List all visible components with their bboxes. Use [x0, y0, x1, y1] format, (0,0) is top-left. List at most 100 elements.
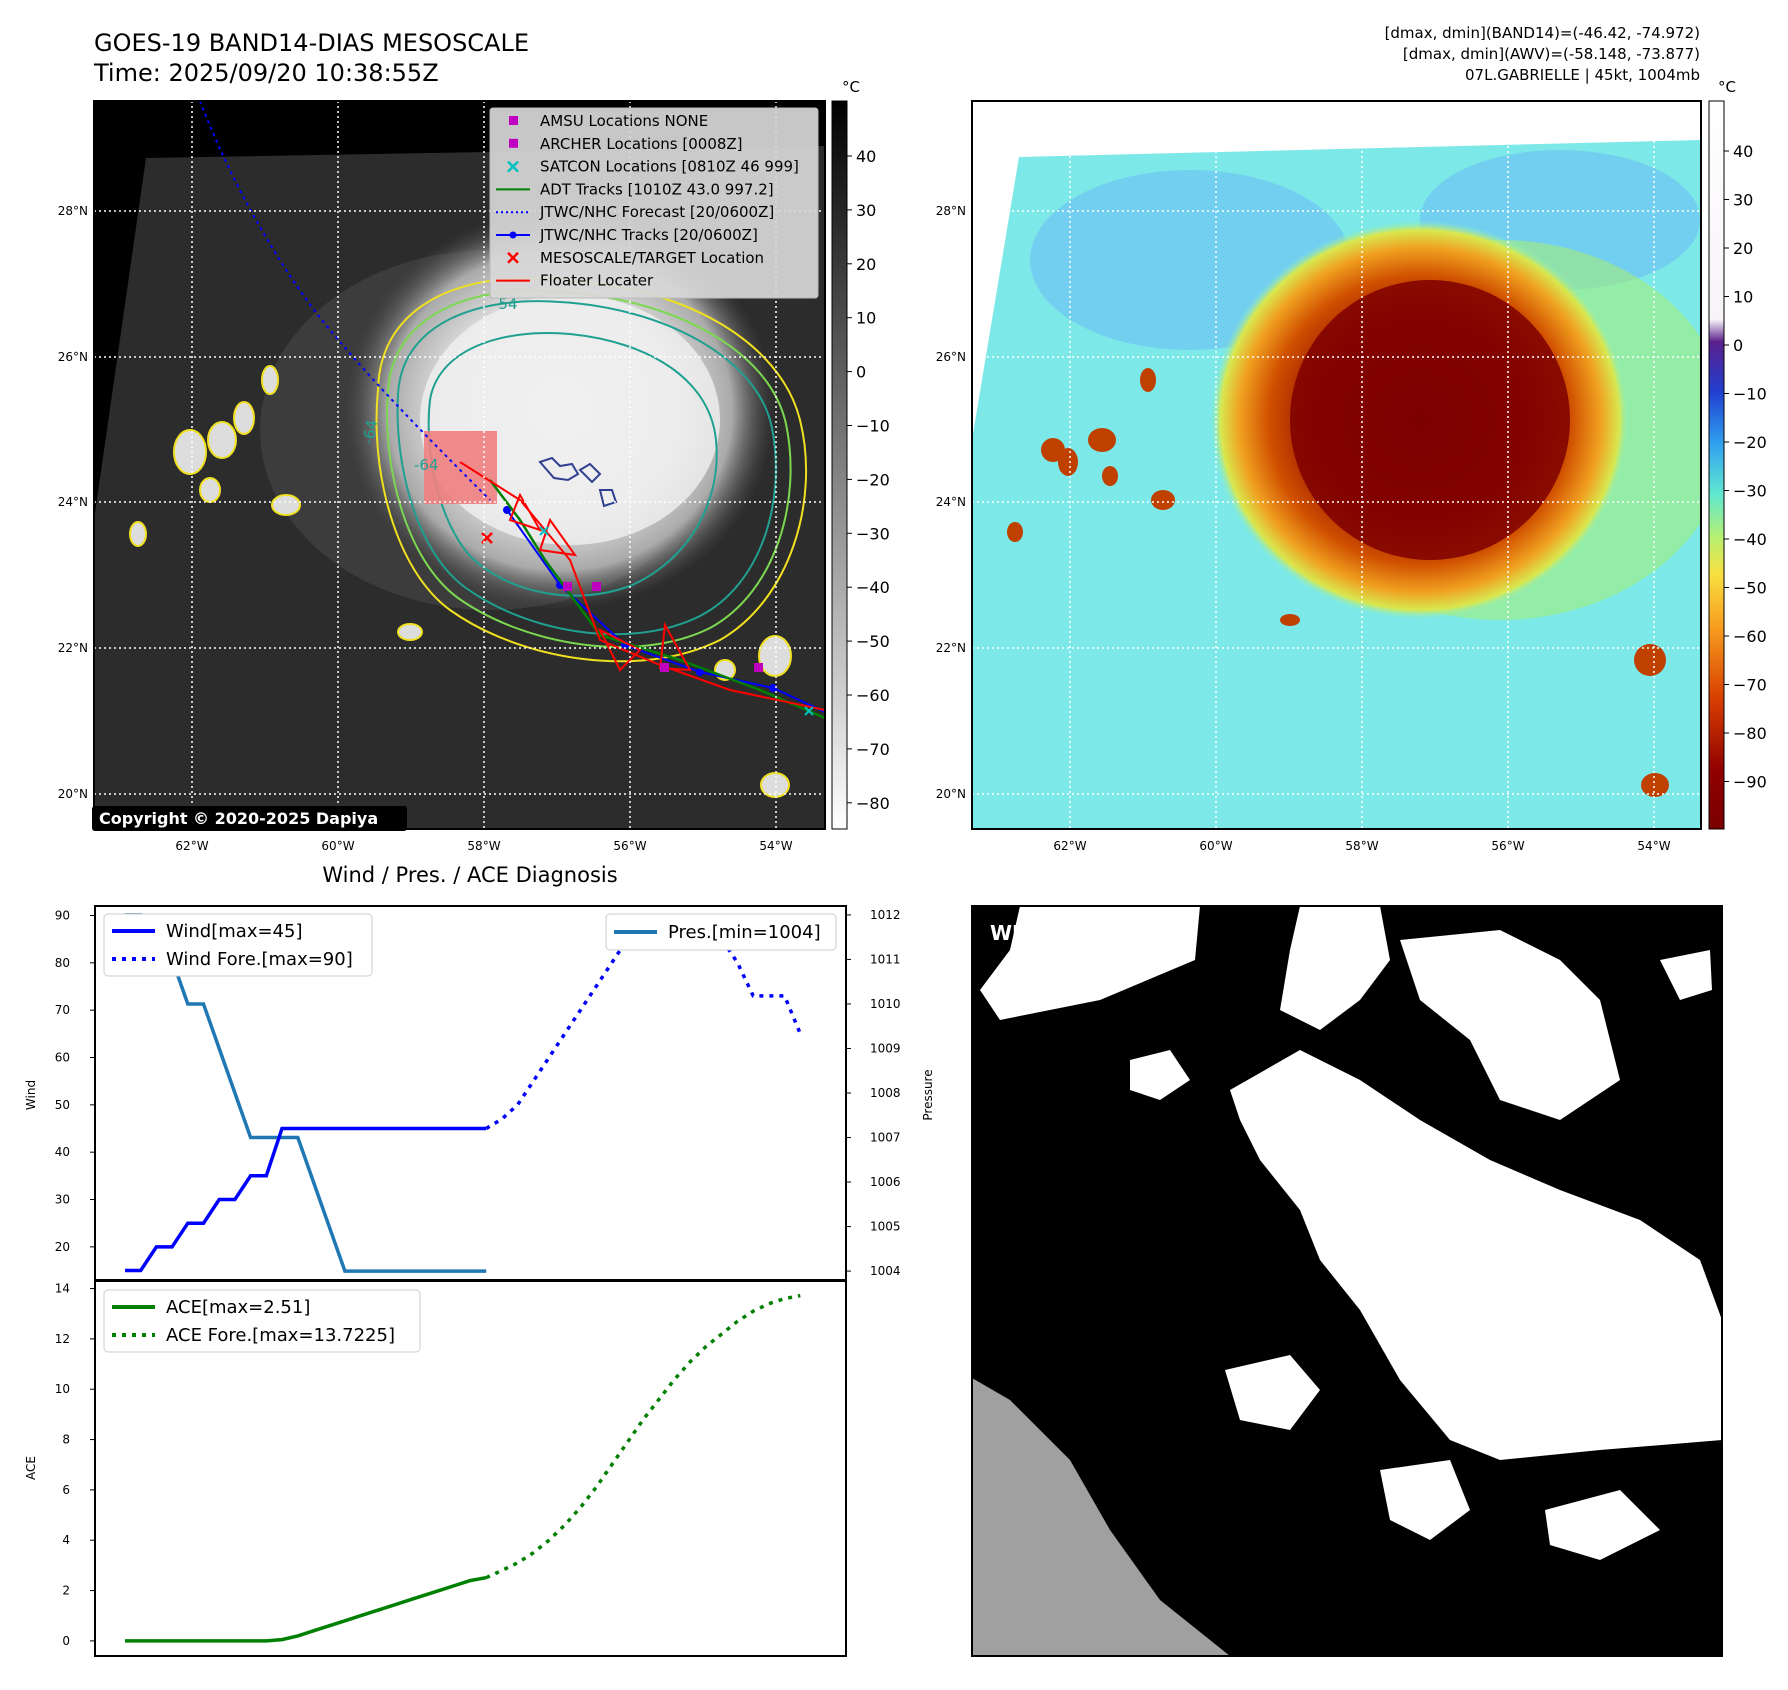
- wind-tick: 40: [55, 1145, 70, 1159]
- colorbar-tick: −70: [1733, 676, 1767, 695]
- colorbar-tick: −40: [1733, 530, 1767, 549]
- ace-legend: ACE[max=2.51] ACE Fore.[max=13.7225]: [103, 1289, 421, 1353]
- contour-teal: [396, 300, 777, 636]
- ace-series: [125, 1293, 801, 1643]
- ace-tick: 8: [62, 1433, 70, 1447]
- legend-label: SATCON Locations [0810Z 46 999]: [540, 158, 799, 176]
- lat-tick: 20°N: [58, 787, 88, 801]
- lon-tick: 60°W: [1199, 839, 1232, 853]
- pressure-legend: Pres.[min=1004]: [605, 913, 837, 951]
- map1-gridlines: [94, 101, 825, 829]
- pressure-tick: 1006: [870, 1175, 901, 1189]
- color-cells: [1007, 368, 1669, 797]
- color-colorbar-ticks: 40 30 20 10 0 −10 −20 −30 −40 −50 −60 −70 −80 −90: [1724, 142, 1767, 792]
- gray-colorbar: [831, 100, 848, 830]
- colorbar-tick: −80: [1733, 724, 1767, 743]
- lat-tick: 22°N: [58, 641, 88, 655]
- colorbar-tick: −40: [856, 578, 890, 597]
- legend-ace-fore-label: ACE Fore.[max=13.7225]: [166, 1325, 395, 1346]
- color-colorbar: [1708, 100, 1725, 830]
- info-band14: [dmax, dmin](BAND14)=(-46.42, -74.972): [1385, 24, 1700, 42]
- ace-tick: 4: [62, 1533, 70, 1547]
- colorbar-tick: −10: [856, 417, 890, 436]
- pressure-tick: 1009: [870, 1041, 901, 1055]
- lat-tick: 24°N: [936, 495, 966, 509]
- legend-label: JTWC/NHC Forecast [20/0600Z]: [539, 203, 774, 221]
- wind-line: [125, 1126, 487, 1273]
- pressure-tick: 1004: [870, 1264, 901, 1278]
- wind-axis-ticks: 90 80 70 60 50 40 30 20: [55, 908, 95, 1254]
- lon-tick: 62°W: [175, 839, 208, 853]
- lon-tick: 54°W: [759, 839, 792, 853]
- ace-tick: 0: [62, 1634, 70, 1648]
- wmg-white-regions: [980, 906, 1722, 1560]
- figure-title: GOES-19 BAND14-DIAS MESOSCALE: [94, 29, 529, 57]
- wind-ylabel: Wind: [24, 1080, 38, 1110]
- ace-axis-ticks: 14 12 10 8 6 4 2 0: [55, 1282, 95, 1648]
- colorbar-tick: −80: [856, 794, 890, 813]
- lon-tick: 56°W: [613, 839, 646, 853]
- legend-swatch: [509, 138, 518, 148]
- legend-ace-label: ACE[max=2.51]: [166, 1297, 310, 1318]
- wind-tick: 50: [55, 1098, 70, 1112]
- legend-label: ADT Tracks [1010Z 43.0 997.2]: [540, 180, 774, 198]
- colorbar-tick: 30: [1733, 191, 1753, 210]
- legend-swatch: [507, 160, 519, 173]
- diagnosis-title: Wind / Pres. / ACE Diagnosis: [322, 863, 617, 887]
- map2-tick-labels: 62°W 60°W 58°W 56°W 54°W 28°N 26°N 24°N …: [936, 204, 1671, 853]
- copyright-badge: [92, 806, 407, 831]
- lat-tick: 20°N: [936, 787, 966, 801]
- observed-track: [506, 509, 825, 713]
- map1-frame: [93, 100, 826, 830]
- wind-tick: 90: [55, 908, 70, 922]
- legend-label: JTWC/NHC Tracks [20/0600Z]: [539, 226, 758, 244]
- map2-frame: [971, 100, 1702, 830]
- pressure-tick: 1008: [870, 1086, 901, 1100]
- floater-locater: [459, 461, 825, 711]
- colorbar-tick: −60: [856, 686, 890, 705]
- satcon-markers: [539, 526, 814, 716]
- wind-tick: 70: [55, 1003, 70, 1017]
- colorbar-tick: −30: [856, 524, 890, 543]
- ace-ylabel: ACE: [24, 1456, 38, 1480]
- target-box: [424, 431, 497, 504]
- wind-tick: 30: [55, 1193, 70, 1207]
- colorbar-tick: −30: [1733, 482, 1767, 501]
- colorbar-tick: 30: [856, 201, 876, 220]
- colorbar-tick: −70: [856, 740, 890, 759]
- lon-tick: 58°W: [467, 839, 500, 853]
- colorbar-tick: 40: [1733, 142, 1753, 161]
- colorbar-unit: °C: [842, 78, 860, 96]
- wmg-frame: [971, 905, 1723, 1657]
- ace-tick: 6: [62, 1483, 70, 1497]
- lat-tick: 24°N: [58, 495, 88, 509]
- archer-markers: [563, 582, 763, 672]
- legend-label: Floater Locater: [540, 272, 654, 290]
- colorbar-tick: 40: [856, 147, 876, 166]
- legend-label: ARCHER Locations [0008Z]: [540, 135, 743, 153]
- pressure-tick: 1011: [870, 952, 901, 966]
- lon-tick: 58°W: [1345, 839, 1378, 853]
- copyright-text: Copyright © 2020-2025 Dapiya: [99, 809, 378, 828]
- legend-swatch: [509, 116, 518, 125]
- lat-tick: 26°N: [936, 350, 966, 364]
- wmg-gray-region: [972, 1378, 1230, 1656]
- legend-wind-fore-label: Wind Fore.[max=90]: [166, 949, 353, 970]
- colorbar-tick: 10: [856, 309, 876, 328]
- pressure-tick: 1012: [870, 908, 901, 922]
- wind-tick: 20: [55, 1240, 70, 1254]
- colorbar-tick: −50: [1733, 579, 1767, 598]
- map1-tick-labels: 62°W 60°W 58°W 56°W 54°W 28°N 26°N 24°N …: [58, 204, 793, 853]
- lat-tick: 28°N: [58, 204, 88, 218]
- lon-tick: 62°W: [1053, 839, 1086, 853]
- legend-label: MESOSCALE/TARGET Location: [540, 249, 764, 267]
- wind-legend: Wind[max=45] Wind Fore.[max=90]: [103, 913, 373, 977]
- contour-inner: [427, 332, 718, 597]
- colorbar-tick: 0: [1733, 336, 1743, 355]
- ace-tick: 12: [55, 1332, 70, 1346]
- legend-wind-label: Wind[max=45]: [166, 921, 303, 942]
- colorbar-tick: 20: [1733, 239, 1753, 258]
- pressure-ylabel: Pressure: [921, 1069, 935, 1120]
- ace-line: [125, 1575, 487, 1643]
